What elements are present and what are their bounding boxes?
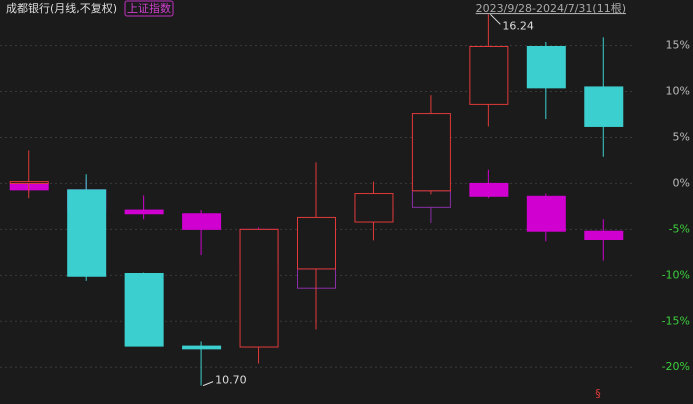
- candle-body: [469, 45, 509, 105]
- candle-body: [182, 345, 222, 350]
- y-tick-label: 10%: [666, 85, 690, 98]
- y-tick-label: 5%: [673, 130, 690, 143]
- icon: §: [595, 387, 601, 400]
- candle-body: [297, 216, 336, 270]
- candle-body: [469, 182, 509, 197]
- y-tick-label: -15%: [662, 314, 690, 327]
- candle-body: [411, 113, 451, 192]
- candle-body: [584, 86, 624, 127]
- candle-body: [9, 181, 49, 184]
- candle-body: [67, 189, 107, 277]
- min-label: 10.70: [215, 374, 247, 387]
- max-label: 16.24: [502, 19, 534, 32]
- y-tick-label: 0%: [673, 176, 690, 189]
- date-range: 2023/9/28-2024/7/31(11根): [476, 1, 626, 15]
- y-tick-label: -10%: [662, 268, 690, 281]
- candle-body: [124, 209, 164, 215]
- candle-body: [182, 213, 222, 230]
- y-tick-label: -20%: [662, 360, 690, 373]
- annotation-arrow: [490, 13, 501, 25]
- y-tick-label: -5%: [669, 222, 690, 235]
- candle-body: [239, 228, 279, 348]
- index-label[interactable]: 上证指数: [127, 1, 171, 15]
- chart-title: 成都银行(月线,不复权): [6, 1, 117, 15]
- candle-body: [354, 193, 394, 223]
- candle-body: [526, 45, 566, 89]
- candle-body: [584, 230, 624, 240]
- annotation-arrow: [202, 381, 214, 387]
- index-badge[interactable]: [124, 0, 174, 17]
- candle-body: [526, 195, 566, 232]
- candle-body: [124, 272, 164, 347]
- y-tick-label: 15%: [666, 39, 690, 52]
